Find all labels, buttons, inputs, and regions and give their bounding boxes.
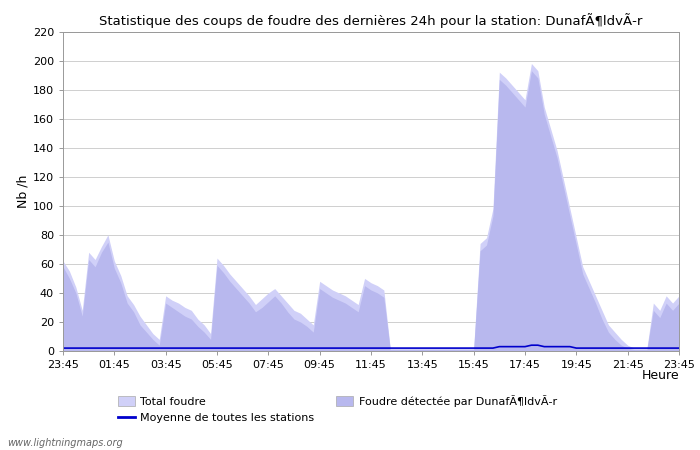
Text: Heure: Heure — [641, 369, 679, 382]
Legend: Total foudre, Moyenne de toutes les stations, Foudre détectée par DunafÃ¶ldvÃ­r: Total foudre, Moyenne de toutes les stat… — [118, 395, 556, 423]
Text: www.lightningmaps.org: www.lightningmaps.org — [7, 438, 122, 448]
Title: Statistique des coups de foudre des dernières 24h pour la station: DunafÃ¶ldvÃ­r: Statistique des coups de foudre des dern… — [99, 13, 643, 27]
Y-axis label: Nb /h: Nb /h — [17, 175, 30, 208]
